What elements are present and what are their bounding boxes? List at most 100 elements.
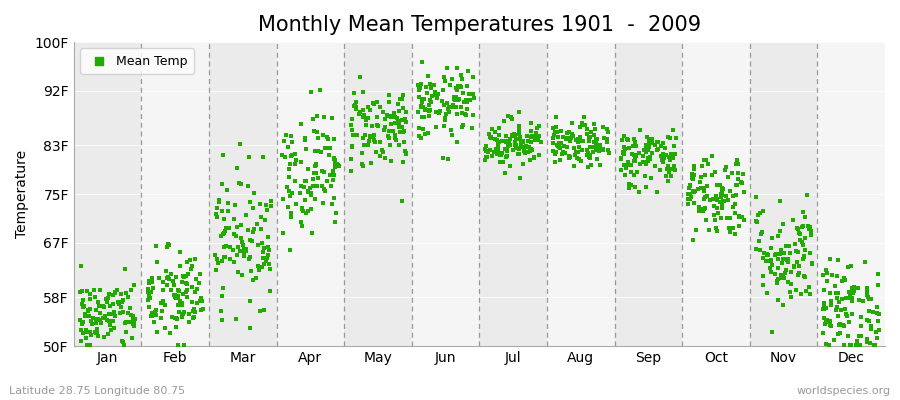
Point xyxy=(796,209,811,215)
Point xyxy=(227,259,241,265)
Point xyxy=(356,135,370,142)
Point xyxy=(301,189,315,195)
Point xyxy=(492,132,507,138)
Point xyxy=(643,138,657,144)
Point xyxy=(241,256,256,262)
Point xyxy=(730,170,744,177)
Point xyxy=(184,284,199,291)
Point xyxy=(392,124,406,130)
Point xyxy=(306,183,320,190)
Point xyxy=(212,199,227,205)
Point xyxy=(547,151,562,157)
Point xyxy=(366,132,381,138)
Point xyxy=(231,244,246,250)
Point xyxy=(298,196,312,203)
Point xyxy=(102,311,116,318)
Point xyxy=(662,134,677,141)
Point xyxy=(145,274,159,281)
Point xyxy=(77,313,92,319)
Point xyxy=(790,225,805,232)
Point xyxy=(784,269,798,275)
Point xyxy=(454,83,468,90)
Point xyxy=(363,107,377,114)
Point xyxy=(790,259,805,266)
Point xyxy=(396,139,410,146)
Point xyxy=(735,180,750,186)
Point xyxy=(276,138,291,144)
Point xyxy=(702,226,716,233)
Point xyxy=(599,139,614,145)
Point xyxy=(391,101,405,107)
Point xyxy=(829,290,843,296)
Point xyxy=(490,151,504,157)
Point xyxy=(160,274,175,281)
Point xyxy=(500,148,514,154)
Point xyxy=(580,126,595,132)
Point xyxy=(500,138,514,144)
Point xyxy=(524,139,538,145)
Point xyxy=(531,136,545,143)
Point xyxy=(846,289,860,295)
Point xyxy=(444,126,458,133)
Point xyxy=(502,162,517,169)
Point xyxy=(624,162,638,168)
Point xyxy=(82,342,96,348)
Point xyxy=(187,306,202,312)
Point xyxy=(572,134,587,141)
Point xyxy=(570,149,584,155)
Point xyxy=(517,139,531,145)
Point xyxy=(78,311,93,317)
Point xyxy=(356,112,371,119)
Point xyxy=(192,280,206,286)
Point xyxy=(778,267,793,273)
Point xyxy=(771,265,786,272)
Point xyxy=(587,144,601,150)
Point xyxy=(775,260,789,266)
Point xyxy=(687,172,701,178)
Point xyxy=(551,134,565,140)
Point xyxy=(783,250,797,256)
Point xyxy=(616,149,631,155)
Point xyxy=(715,200,729,206)
Point xyxy=(91,316,105,322)
Point xyxy=(716,198,730,204)
Point xyxy=(118,328,132,335)
Point xyxy=(556,133,571,140)
Point xyxy=(616,150,630,156)
Point xyxy=(838,306,852,312)
Point xyxy=(284,190,299,196)
Point xyxy=(839,311,853,318)
Point xyxy=(459,99,473,105)
Point xyxy=(320,134,334,140)
Point xyxy=(789,248,804,254)
Point xyxy=(421,107,436,114)
Point xyxy=(832,330,847,336)
Point xyxy=(851,285,866,291)
Point xyxy=(89,306,104,313)
Point xyxy=(298,135,312,141)
Point xyxy=(650,147,664,154)
Point xyxy=(420,73,435,79)
Point xyxy=(629,143,643,149)
Point xyxy=(860,337,874,343)
Point xyxy=(576,138,590,144)
Point xyxy=(305,116,320,122)
Point xyxy=(399,115,413,122)
Point xyxy=(764,269,778,275)
Point xyxy=(620,161,634,167)
Point xyxy=(292,190,307,197)
Point xyxy=(452,96,466,102)
Point xyxy=(656,151,670,157)
Point xyxy=(179,287,194,293)
Point xyxy=(777,250,791,256)
Point xyxy=(723,187,737,194)
Point xyxy=(636,152,651,159)
Point xyxy=(161,241,176,248)
Point xyxy=(450,139,464,146)
Point xyxy=(80,288,94,294)
Point xyxy=(437,123,452,130)
Point xyxy=(392,108,407,114)
Point xyxy=(569,137,583,143)
Point xyxy=(253,201,267,208)
Point xyxy=(331,163,346,169)
